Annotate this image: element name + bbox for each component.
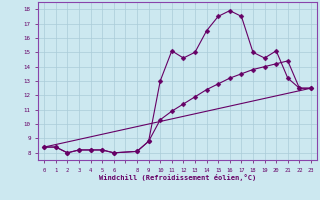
X-axis label: Windchill (Refroidissement éolien,°C): Windchill (Refroidissement éolien,°C)	[99, 174, 256, 181]
